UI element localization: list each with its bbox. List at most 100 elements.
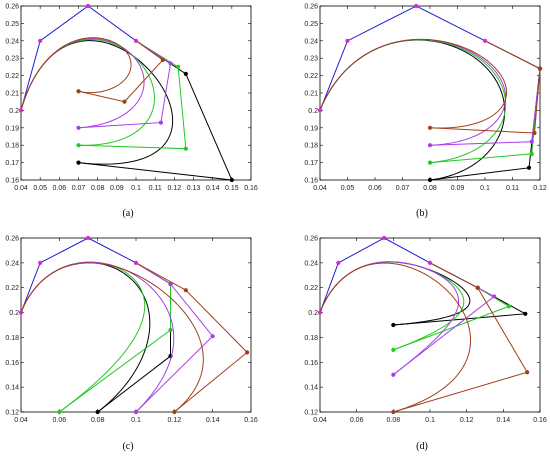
shared-control-polygon [20,5,137,111]
control-point-marker [427,160,433,165]
y-tick-label: 0.2 [9,108,19,115]
control-point-marker [506,304,511,309]
plot-area [317,3,543,183]
control-point-marker [168,61,173,66]
shared-control-point-marker [345,38,350,43]
control-polygon-series-1 [393,262,528,326]
control-polygon-series-3 [393,262,496,376]
control-polygon-series-4 [78,40,164,103]
x-tick-label: 0.14 [206,417,220,424]
control-point-marker [492,294,497,299]
control-point-marker [57,409,62,415]
y-tick-label: 0.24 [304,260,318,267]
y-tick-label: 0.18 [304,335,318,342]
control-point-marker [160,57,165,63]
control-point-marker [391,322,396,328]
y-tick-label: 0.24 [5,260,19,267]
control-point-marker [427,125,433,130]
bezier-curve-series-4 [319,262,472,413]
y-tick-label: 0.26 [304,4,318,11]
y-tick-label: 0.21 [5,91,19,98]
bezier-curve-series-4 [20,262,204,413]
control-point-marker [526,165,532,170]
x-tick-label: 0.12 [460,417,474,424]
control-point-marker [525,370,530,375]
shared-control-point-marker [18,310,24,315]
x-tick-label: 0.13 [187,185,201,192]
y-tick-label: 0.16 [304,360,318,367]
shared-control-polygon [20,237,137,313]
shared-control-point-marker [336,260,341,265]
control-point-marker [529,139,534,144]
x-tick-label: 0.12 [533,185,547,192]
y-tick-label: 0.2 [9,310,19,317]
x-tick-label: 0.05 [341,185,355,192]
x-tick-label: 0.16 [244,185,258,192]
x-tick-label: 0.06 [350,417,364,424]
panel-label: (d) [416,441,428,452]
control-point-marker [176,64,181,69]
plot-area [18,3,234,183]
y-tick-label: 0.24 [5,38,19,45]
x-tick-label: 0.08 [387,417,401,424]
x-tick-label: 0.09 [110,185,124,192]
shared-control-point-marker [133,260,139,265]
control-point-marker [183,288,188,293]
control-point-marker [76,89,81,94]
x-tick-label: 0.06 [53,417,67,424]
control-polygon-series-2 [393,262,510,351]
shared-control-point-marker [38,260,43,265]
shared-control-point-marker [317,108,323,113]
x-tick-label: 0.1 [425,417,435,424]
y-tick-label: 0.2 [308,310,318,317]
control-point-marker [210,334,215,339]
x-tick-label: 0.04 [313,417,327,424]
x-tick-label: 0.12 [168,417,182,424]
shared-control-point-marker [382,235,387,241]
x-tick-label: 0.04 [14,417,28,424]
shared-control-point-marker [414,3,419,9]
shared-control-polygon [319,237,431,313]
panel-label: (a) [122,208,133,219]
plot-area [18,235,250,415]
y-tick-label: 0.24 [304,38,318,45]
y-tick-label: 0.26 [5,4,19,11]
x-tick-label: 0.15 [225,185,239,192]
panel-label: (b) [416,208,428,219]
control-point-marker [427,177,433,183]
x-tick-label: 0.11 [149,185,162,192]
y-tick-label: 0.2 [308,108,318,115]
shared-control-point-marker [85,3,91,9]
shared-control-polygon [319,5,486,111]
panel-2: 0.04 0.05 0.06 0.07 0.08 0.09 0.1 0.11 0.12 0.16 0… [304,4,547,220]
control-point-marker [183,146,188,151]
control-point-marker [95,409,100,415]
y-tick-label: 0.12 [304,410,318,417]
y-tick-label: 0.17 [5,160,19,167]
x-tick-label: 0.09 [451,185,465,192]
control-polygon-series-3 [135,262,214,413]
control-point-marker [183,71,188,76]
y-tick-label: 0.16 [304,178,318,185]
y-tick-label: 0.19 [5,125,19,132]
y-tick-label: 0.18 [5,335,19,342]
bezier-curve-series-1 [20,262,151,413]
y-tick-label: 0.16 [5,178,19,185]
x-tick-label: 0.08 [423,185,437,192]
shared-control-point-marker [18,108,24,113]
x-tick-label: 0.08 [91,417,105,424]
bezier-curve-series-4 [319,38,508,129]
control-point-marker [529,151,534,156]
control-point-marker [475,285,480,290]
x-tick-label: 0.1 [480,185,490,192]
x-tick-label: 0.06 [368,185,382,192]
bezier-curve-series-3 [319,39,507,146]
control-point-marker [76,125,81,130]
bezier-curve-series-2 [319,39,507,164]
bezier-curve-series-4 [20,37,132,111]
panel-4: 0.04 0.06 0.08 0.1 0.12 0.14 0.16 0.12 0.14 0.16 0… [304,236,547,453]
x-tick-label: 0.07 [396,185,410,192]
y-tick-label: 0.16 [5,360,19,367]
